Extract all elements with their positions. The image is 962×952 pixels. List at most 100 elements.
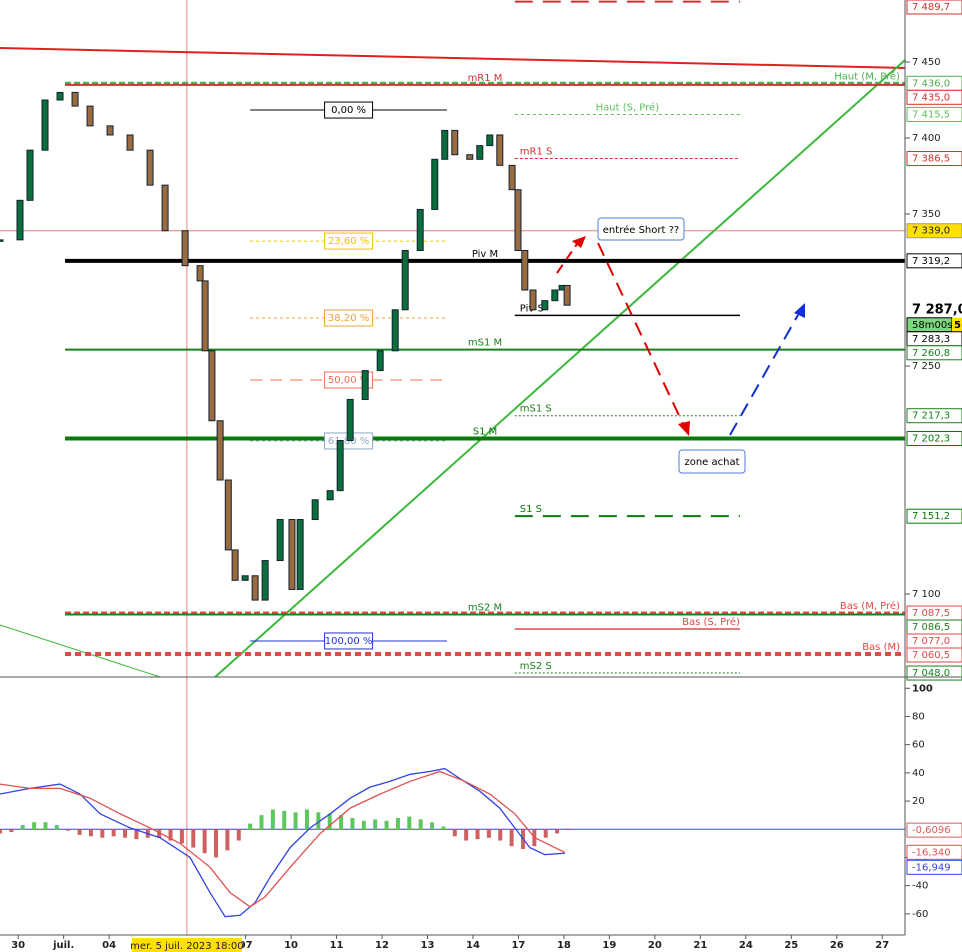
histogram-bar — [111, 829, 116, 837]
histogram-bar — [259, 815, 264, 830]
trendline — [0, 47, 906, 69]
arrow — [729, 314, 799, 436]
histogram-bar — [191, 829, 196, 848]
annotation: entrée Short ?? — [603, 224, 679, 236]
x-tick-label: 20 — [648, 940, 662, 951]
candle — [336, 439, 344, 492]
level-value-label: 7 202,3 — [912, 434, 950, 445]
candle — [71, 91, 79, 107]
x-tick-label: 14 — [466, 940, 480, 951]
level-value-label-box — [906, 89, 962, 105]
level-value-label-box — [906, 0, 962, 15]
fib-label: 38,20 % — [328, 313, 369, 324]
candle — [521, 249, 529, 291]
level-value-label: 7 060,5 — [912, 650, 950, 661]
histogram-bar — [179, 829, 184, 844]
histogram-bar — [486, 829, 491, 838]
arrows — [556, 236, 805, 436]
candle — [208, 350, 216, 422]
level-label: mR1 M — [468, 73, 503, 84]
candle — [41, 99, 49, 151]
histogram-bar — [100, 829, 105, 838]
level-value-label: 7 077,0 — [912, 636, 950, 647]
level-value-label: 7 415,5 — [912, 109, 950, 120]
histogram-bar — [157, 829, 162, 838]
macd-line — [0, 767, 565, 918]
x-tick-label: juil. — [52, 940, 74, 951]
value-box — [906, 822, 962, 838]
histogram-bar — [20, 825, 25, 830]
annotation-frame — [678, 449, 746, 474]
histogram-bar — [384, 820, 389, 830]
y-tick-label: 7 400 — [912, 133, 941, 144]
level-label: mS2 S — [520, 661, 552, 672]
histogram-bar — [339, 815, 344, 830]
y-tick-label: 40 — [912, 768, 925, 779]
y-tick-label: 60 — [912, 740, 925, 751]
candle — [241, 575, 249, 581]
candle — [231, 549, 239, 581]
candle — [451, 129, 459, 156]
candle — [0, 239, 4, 242]
histogram-bar — [270, 809, 275, 830]
x-tick-label: 25 — [784, 940, 798, 951]
level-label: mS1 M — [468, 338, 502, 349]
histogram-bar — [441, 826, 446, 830]
level-value-label: 7 087,5 — [912, 608, 950, 619]
value-label: -0,6096 — [912, 825, 951, 836]
fib-label: 100,00 % — [325, 636, 373, 647]
candle — [161, 184, 169, 232]
annotation: zone achat — [684, 457, 739, 468]
x-tick-label: 26 — [830, 940, 844, 951]
level-value-label: 7 086,5 — [912, 622, 950, 633]
histogram-bar — [293, 812, 298, 830]
crosshair-y-label-box — [906, 223, 962, 239]
histogram-bar — [134, 829, 139, 840]
histogram-bar — [66, 829, 71, 831]
level-value-label: 7 217,3 — [912, 411, 950, 422]
fib-label: 50,00 % — [328, 375, 369, 386]
y-tick-label: 80 — [912, 711, 925, 722]
histogram-bar — [327, 813, 332, 830]
histogram-bar — [509, 829, 514, 847]
histogram-bar — [475, 829, 480, 840]
arrowhead — [794, 303, 805, 318]
histogram-bar — [236, 829, 241, 841]
candle — [251, 575, 259, 601]
level-value-label: 7 489,7 — [912, 2, 950, 13]
value-label: -16,949 — [912, 862, 951, 873]
candle — [311, 499, 319, 521]
crosshair-x-box — [131, 938, 242, 952]
value-box — [906, 844, 962, 860]
level-value-label: 7 436,0 — [912, 78, 950, 89]
candle — [146, 149, 154, 186]
x-tick-label: 17 — [511, 940, 525, 951]
level-value-label: 7 260,8 — [912, 348, 950, 359]
level-label: mS2 M — [468, 603, 502, 614]
level-value-label-box — [906, 647, 962, 663]
candle — [261, 560, 269, 601]
candle — [288, 519, 296, 590]
level-label: R1 S — [520, 0, 543, 1]
candle — [401, 249, 409, 311]
candle — [326, 490, 334, 501]
fib-box — [324, 232, 374, 250]
level-label: Haut (M, Pré) — [834, 70, 900, 82]
macd-line — [0, 770, 566, 908]
fib-label: 23,60 % — [328, 236, 369, 247]
x-tick-label: 12 — [375, 940, 389, 951]
fib-label: 61,80 % — [328, 436, 369, 447]
histogram-bar — [566, 829, 571, 831]
x-tick-label: 18 — [557, 940, 571, 951]
candle — [551, 289, 559, 302]
y-tick-label: -60 — [912, 909, 928, 920]
timer: 58m00s — [912, 320, 952, 331]
histogram-bar — [464, 829, 469, 841]
y-tick-label: 7 350 — [912, 209, 941, 220]
level-label: Bas (S, Pré) — [682, 616, 740, 628]
candle — [486, 134, 494, 147]
level-value-label: 7 386,5 — [912, 154, 950, 165]
x-tick-label: 24 — [739, 940, 753, 951]
fib-box — [324, 371, 374, 389]
candle — [181, 230, 189, 267]
